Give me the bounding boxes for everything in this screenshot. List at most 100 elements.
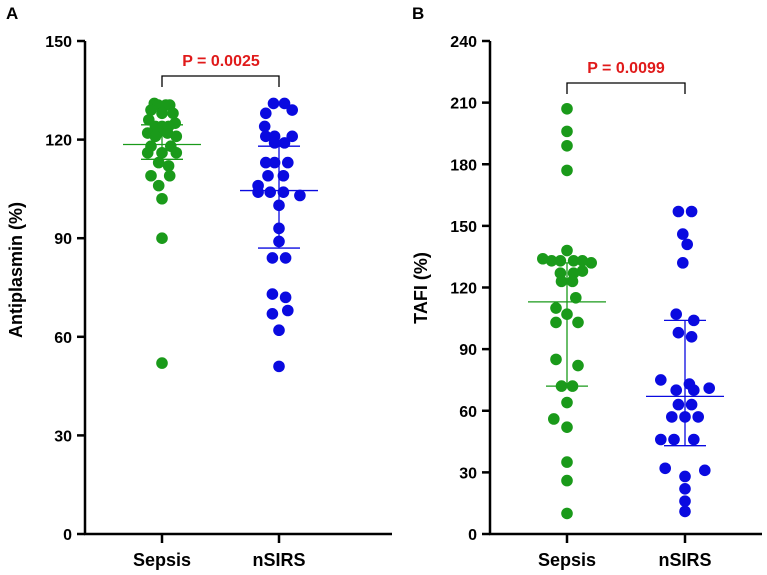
- panel-b-nsirs-point: [688, 384, 700, 397]
- panel-a-nsirs-point: [258, 120, 271, 133]
- panel-a-nsirs-point: [260, 107, 272, 120]
- panel-b-nsirs-point: [685, 205, 698, 218]
- panel-a-nsirs-point: [260, 130, 272, 143]
- panel-b-y-tick-label: 60: [459, 404, 477, 421]
- panel-b-y-tick-label: 120: [450, 281, 477, 298]
- panel-b-sepsis-point: [576, 265, 589, 277]
- panel-b-nsirs-point: [668, 433, 680, 446]
- panel-b-category-sepsis: Sepsis: [538, 550, 596, 570]
- panel-b-nsirs-point: [699, 464, 711, 477]
- panel-a-y-tick-label: 120: [45, 133, 72, 150]
- panel-a-nsirs-point: [277, 169, 290, 182]
- panel-b-sepsis-point: [561, 164, 573, 177]
- panel-b-nsirs-point: [679, 483, 691, 495]
- panel-a-nsirs-point: [267, 97, 280, 110]
- panel-b-letter: B: [412, 4, 424, 23]
- panel-b-y-tick-label: 90: [459, 342, 477, 359]
- panel-b-sepsis-point: [555, 275, 568, 288]
- panel-a-nsirs-point: [278, 137, 291, 149]
- panel-b-sepsis-point: [561, 244, 573, 257]
- panel-b-nsirs-point: [670, 384, 682, 397]
- panel-a-letter: A: [6, 4, 18, 23]
- panel-b-y-tick-label: 240: [450, 34, 477, 51]
- panel-a-nsirs-point: [286, 130, 299, 143]
- panel-b-sepsis-point: [561, 474, 573, 487]
- panel-a-y-axis-title: Antiplasmin (%): [6, 202, 26, 338]
- panel-a-sepsis-point: [156, 357, 168, 369]
- panel-b-nsirs-point: [679, 505, 691, 518]
- panel-b-y-ticks: 0 30 60 90 120 150 180 210 240: [450, 34, 490, 544]
- panel-b-y-tick-label: 150: [450, 219, 477, 236]
- panel-a-sepsis-point: [156, 232, 168, 244]
- panel-b-sepsis-point: [576, 254, 589, 267]
- panel-b-y-tick-label: 30: [459, 465, 477, 482]
- panel-b-p-value: P = 0.0099: [587, 60, 665, 77]
- panel-b-sepsis-point: [561, 456, 573, 468]
- panel-b-sepsis-point: [561, 102, 573, 115]
- panel-a-significance-bracket: [161, 75, 280, 87]
- panel-b-marks: [528, 102, 724, 520]
- panel-b-sepsis-point: [561, 396, 573, 409]
- panel-a-nsirs-point: [266, 288, 279, 300]
- panel-a-nsirs-point: [262, 169, 274, 182]
- panel-b-nsirs-point: [679, 495, 691, 507]
- panel-b-sepsis-point: [537, 252, 549, 265]
- panel-a-sepsis-point: [162, 160, 175, 172]
- panel-b-nsirs-point: [666, 411, 678, 423]
- panel-a-nsirs-point: [266, 307, 279, 320]
- panel-a-nsirs-point: [252, 186, 264, 198]
- panel-b-nsirs-point: [672, 205, 685, 218]
- panel-a-y-tick-label: 150: [45, 34, 72, 51]
- panel-a-sepsis-point: [145, 104, 157, 116]
- panel-b: B TAFI (%) 0 30 60 90 120 150 180 210 240 Sepsis…: [411, 4, 762, 570]
- panel-b-y-tick-label: 0: [468, 527, 477, 544]
- panel-a-marks: [123, 97, 318, 373]
- panel-a-nsirs-point: [266, 252, 279, 264]
- panel-a-nsirs-point: [278, 97, 291, 110]
- panel-b-sepsis-point: [566, 275, 579, 288]
- panel-a-nsirs-point: [260, 156, 272, 169]
- panel-a-y-tick-label: 0: [63, 527, 72, 544]
- panel-b-nsirs-point: [677, 257, 689, 269]
- panel-b-y-tick-label: 180: [450, 157, 477, 174]
- panel-a: A Antiplasmin (%) 0 30 60 90 120 150 Sepsis n…: [6, 4, 392, 570]
- panel-b-nsirs-point: [655, 374, 667, 386]
- panel-a-sepsis-point: [141, 146, 154, 159]
- panel-b-y-axis-title: TAFI (%): [411, 252, 431, 324]
- panel-b-nsirs-point: [703, 382, 715, 394]
- panel-b-nsirs-point: [672, 326, 685, 339]
- panel-a-nsirs-point: [273, 360, 285, 373]
- panel-a-nsirs-point: [273, 324, 285, 337]
- panel-b-sepsis-point: [561, 139, 573, 152]
- panel-b-category-nsirs: nSIRS: [658, 550, 711, 570]
- panel-a-nsirs-point: [277, 186, 290, 198]
- panel-a-y-tick-label: 60: [54, 330, 72, 347]
- panel-b-sepsis-point: [561, 421, 573, 433]
- panel-b-nsirs-point: [670, 308, 682, 321]
- panel-b-sepsis-point: [572, 359, 584, 372]
- panel-a-sepsis-point: [156, 192, 168, 205]
- panel-b-y-tick-label: 210: [450, 96, 477, 113]
- panel-b-sepsis-point: [570, 291, 582, 304]
- panel-b-nsirs-point: [692, 411, 704, 423]
- panel-a-sepsis-point: [170, 146, 183, 159]
- panel-b-nsirs-point: [688, 433, 700, 446]
- panel-b-nsirs-point: [685, 331, 698, 343]
- panel-b-sepsis-point: [550, 302, 562, 314]
- panel-b-nsirs-point: [679, 470, 691, 483]
- panel-b-sepsis-point: [545, 254, 558, 267]
- panel-a-sepsis-point: [149, 130, 162, 143]
- panel-a-nsirs-point: [294, 189, 306, 202]
- panel-a-nsirs-point: [279, 291, 292, 304]
- panel-b-sepsis-point: [550, 316, 562, 329]
- panel-a-nsirs-point: [286, 104, 299, 116]
- panel-a-y-tick-label: 30: [54, 428, 72, 445]
- panel-a-nsirs-point: [268, 156, 281, 169]
- panel-b-nsirs-point: [672, 398, 685, 411]
- panel-a-sepsis-point: [163, 169, 176, 182]
- panel-a-category-nsirs: nSIRS: [252, 550, 305, 570]
- panel-b-sepsis-point: [550, 353, 562, 366]
- panel-b-sepsis-point: [585, 257, 597, 269]
- panel-b-sepsis-point: [548, 413, 560, 425]
